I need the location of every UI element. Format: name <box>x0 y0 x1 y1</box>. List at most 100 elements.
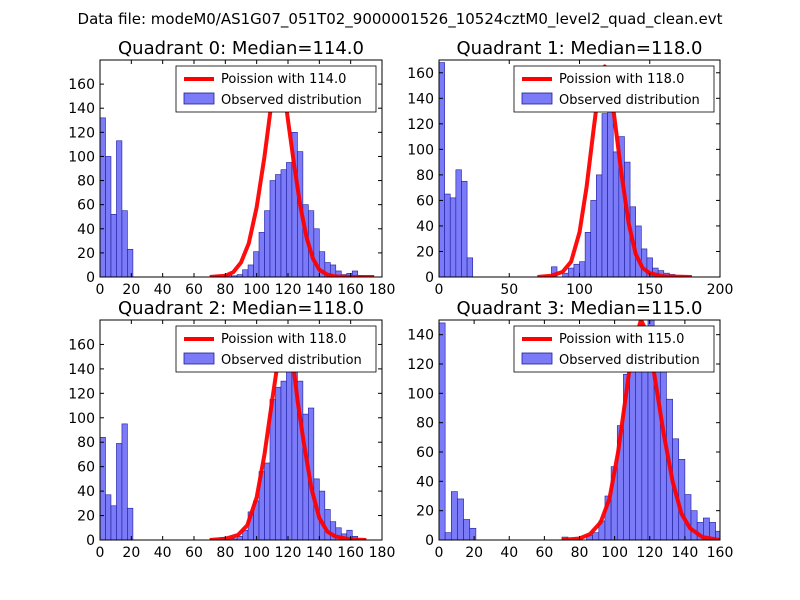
histogram-bar <box>601 113 608 277</box>
histogram-bar <box>439 322 446 540</box>
y-tick-label: 40 <box>77 222 95 238</box>
y-tick-label: 120 <box>407 117 434 133</box>
x-tick-label: 60 <box>185 545 203 561</box>
y-tick-label: 60 <box>416 193 434 209</box>
quadrant-1-title: Quadrant 1: Median=118.0 <box>457 38 703 59</box>
y-tick-label: 0 <box>425 270 434 286</box>
histogram-bar <box>275 174 282 277</box>
y-tick-label: 20 <box>416 244 434 260</box>
x-tick-label: 140 <box>306 282 333 298</box>
x-tick-label: 80 <box>216 282 234 298</box>
y-tick-label: 120 <box>407 357 434 373</box>
y-tick-label: 0 <box>425 533 434 549</box>
y-tick-label: 100 <box>68 149 95 165</box>
x-tick-label: 120 <box>636 545 663 561</box>
x-tick-label: 100 <box>243 282 270 298</box>
quadrant-2-bars <box>100 350 359 540</box>
histogram-bar <box>335 270 342 277</box>
y-tick-label: 100 <box>407 386 434 402</box>
histogram-bar <box>351 270 359 277</box>
x-tick-label: 180 <box>369 545 396 561</box>
histogram-bar <box>258 232 265 277</box>
legend-bar-label: Observed distribution <box>221 93 362 108</box>
quadrant-2-chart: 0 20 40 60 80 100 120 140 160 1800204060801001201… <box>68 298 395 561</box>
histogram-bar <box>715 530 720 540</box>
histogram-bar <box>269 180 276 277</box>
histogram-bar <box>439 62 445 277</box>
y-tick-label: 0 <box>86 533 95 549</box>
histogram-bar <box>275 386 282 540</box>
histogram-bar <box>461 180 468 277</box>
quadrant-1-chart: 0 50 100 150 200 0 20 40 60 80 100 120 140 160 Quadran… <box>407 38 733 298</box>
legend-bar-swatch <box>183 92 215 105</box>
x-tick-label: 180 <box>369 282 396 298</box>
y-tick-label: 20 <box>416 504 434 520</box>
x-tick-label: 0 <box>435 282 444 298</box>
histogram-bar <box>592 532 600 540</box>
x-tick-label: 160 <box>707 545 734 561</box>
histogram-bar <box>567 267 575 277</box>
y-tick-label: 0 <box>86 270 95 286</box>
x-tick-label: 150 <box>636 282 663 298</box>
y-tick-label: 100 <box>407 142 434 158</box>
histogram-bar <box>286 162 293 277</box>
histogram-bar <box>629 363 636 540</box>
x-tick-label: 80 <box>571 545 589 561</box>
y-tick-label: 40 <box>416 474 434 490</box>
histogram-bar <box>324 509 331 540</box>
legend-bar-label: Observed distribution <box>221 353 362 368</box>
histogram-bar <box>573 263 580 277</box>
legend-line-label: Poission with 118.0 <box>559 72 684 87</box>
histogram-bar <box>280 380 287 540</box>
y-tick-label: 120 <box>68 386 95 402</box>
x-tick-label: 100 <box>566 282 593 298</box>
histogram-bar <box>121 210 128 277</box>
quadrant-1-legend: Poission with 118.0 Observed distribution <box>513 65 715 113</box>
histogram-bar <box>247 264 254 277</box>
x-tick-label: 200 <box>707 282 734 298</box>
x-tick-label: 0 <box>435 545 444 561</box>
y-tick-label: 80 <box>77 435 95 451</box>
histogram-bar <box>116 140 123 277</box>
histogram-bar <box>584 232 592 277</box>
x-tick-label: 50 <box>500 282 518 298</box>
x-tick-label: 120 <box>275 282 302 298</box>
histogram-bar <box>457 498 464 540</box>
histogram-bar <box>116 443 123 540</box>
y-tick-label: 80 <box>77 174 95 190</box>
histogram-bar <box>264 210 271 277</box>
y-tick-label: 80 <box>416 168 434 184</box>
x-tick-label: 140 <box>672 545 699 561</box>
x-tick-label: 120 <box>275 545 302 561</box>
y-tick-label: 160 <box>68 77 95 93</box>
y-tick-label: 160 <box>68 337 95 353</box>
y-tick-label: 20 <box>77 509 95 525</box>
histogram-bar <box>110 214 117 277</box>
quadrant-0-title: Quadrant 0: Median=114.0 <box>118 38 364 59</box>
x-tick-label: 60 <box>535 545 553 561</box>
legend-line-label: Poission with 115.0 <box>559 332 684 347</box>
legend-bar-label: Observed distribution <box>559 93 700 108</box>
y-tick-label: 60 <box>77 198 95 214</box>
y-tick-label: 60 <box>416 445 434 461</box>
quadrant-0-legend: Poission with 114.0 Observed distribution <box>175 65 377 113</box>
x-tick-label: 40 <box>154 545 172 561</box>
histogram-bar <box>444 532 452 540</box>
histogram-bar <box>455 169 462 277</box>
histogram-bar <box>444 193 451 277</box>
legend-line-label: Poission with 114.0 <box>221 72 346 87</box>
x-tick-label: 20 <box>122 282 140 298</box>
x-tick-label: 140 <box>306 545 333 561</box>
histogram-bar <box>110 505 117 540</box>
quadrant-2-title: Quadrant 2: Median=118.0 <box>118 298 364 319</box>
histogram-bar <box>612 151 620 277</box>
x-tick-label: 40 <box>154 282 172 298</box>
histogram-bar <box>105 156 112 277</box>
quadrant-2-frame <box>99 319 383 541</box>
histogram-bar <box>100 437 106 540</box>
y-tick-label: 140 <box>407 328 434 344</box>
y-tick-label: 40 <box>416 219 434 235</box>
x-tick-label: 0 <box>96 282 105 298</box>
